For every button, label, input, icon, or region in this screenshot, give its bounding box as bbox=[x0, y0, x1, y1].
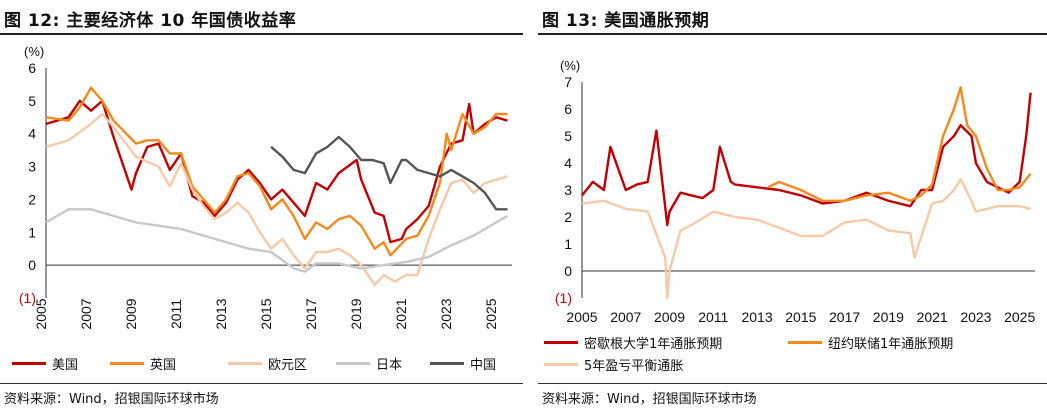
left-chart-plot: (%)6 5 4 3 2 1 0 (1)2005 2007 2009 2011 2013 2015 201… bbox=[19, 44, 512, 330]
x-tick-label: 2017 bbox=[829, 309, 860, 325]
legend-swatch bbox=[430, 362, 464, 365]
right-chart-title: 图 13: 美国通胀预期 bbox=[542, 11, 710, 31]
y-tick-label: 2 bbox=[564, 209, 572, 225]
x-tick-label: 2005 bbox=[566, 309, 597, 325]
left-title-rule bbox=[0, 33, 523, 35]
legend-label: 英国 bbox=[150, 358, 177, 373]
x-tick-label: 2017 bbox=[303, 298, 319, 329]
series-line bbox=[767, 86, 1032, 203]
right-chart-plot: (%)7 6 5 4 3 2 1 0 (1) 2005 2007 2009 2011 2013 2015 20… bbox=[555, 58, 1036, 325]
series-line bbox=[45, 208, 509, 273]
y-tick-label: (1) bbox=[19, 290, 36, 306]
legend-item: 日本 bbox=[336, 354, 402, 373]
x-tick-label: 2011 bbox=[168, 299, 184, 329]
legend-label: 欧元区 bbox=[268, 358, 308, 373]
legend-swatch bbox=[12, 362, 46, 365]
y-tick-label: 0 bbox=[564, 263, 572, 279]
legend-swatch bbox=[228, 362, 262, 365]
x-tick-label: 2015 bbox=[785, 309, 816, 325]
y-tick-label: 7 bbox=[564, 74, 572, 90]
y-tick-label: 6 bbox=[564, 101, 572, 117]
x-tick-label: 2007 bbox=[610, 309, 641, 325]
x-tick-label: 2021 bbox=[917, 309, 948, 325]
legend-swatch bbox=[544, 363, 578, 366]
y-axis-unit: (%) bbox=[24, 44, 44, 59]
x-tick-label: 2013 bbox=[741, 309, 772, 325]
y-tick-label: 3 bbox=[564, 182, 572, 198]
legend-swatch bbox=[788, 341, 822, 344]
x-tick-label: 2007 bbox=[78, 298, 94, 329]
left-source-rule bbox=[0, 383, 523, 384]
legend-swatch bbox=[110, 362, 144, 365]
left-chart-title: 图 12: 主要经济体 10 年国债收益率 bbox=[4, 11, 297, 31]
y-axis-unit: (%) bbox=[560, 58, 580, 73]
y-tick-label: 4 bbox=[564, 155, 572, 171]
right-source-rule bbox=[538, 383, 1047, 384]
y-tick-label: 3 bbox=[28, 159, 36, 175]
x-tick-label: 2015 bbox=[258, 298, 274, 329]
series-line bbox=[581, 177, 1031, 300]
x-tick-label: 2009 bbox=[123, 298, 139, 329]
y-tick-label: 6 bbox=[28, 60, 36, 76]
legend-item: 密歇根大学1年通胀预期 bbox=[544, 333, 722, 352]
y-tick-label: 1 bbox=[28, 224, 36, 240]
y-tick-label: 1 bbox=[564, 236, 572, 252]
legend-item: 美国 bbox=[12, 354, 78, 373]
right-legend: 密歇根大学1年通胀预期 纽约联储1年通胀预期 5年盈亏平衡通胀 bbox=[538, 333, 1047, 377]
right-chart-panel: 图 13: 美国通胀预期 (%) 7 6 5 4 3 2 1 0 (1) 2005 2007 2009 2… bbox=[538, 0, 1047, 415]
y-tick-label: 0 bbox=[28, 257, 36, 273]
x-tick-label: 2025 bbox=[483, 298, 499, 329]
legend-label: 5年盈亏平衡通胀 bbox=[584, 359, 684, 374]
y-tick-label: 5 bbox=[28, 93, 36, 109]
legend-item: 纽约联储1年通胀预期 bbox=[788, 333, 953, 352]
series-line bbox=[45, 99, 508, 244]
left-chart-panel: 图 12: 主要经济体 10 年国债收益率 (%) 6 5 4 3 2 1 0 (1) 2005 2… bbox=[0, 0, 523, 415]
series-line bbox=[581, 92, 1032, 227]
legend-item: 英国 bbox=[110, 354, 176, 373]
x-tick-label: 2023 bbox=[438, 298, 454, 329]
y-tick-label: (1) bbox=[555, 290, 572, 306]
series-line bbox=[45, 112, 508, 287]
legend-label: 美国 bbox=[52, 358, 79, 373]
series-line bbox=[270, 135, 508, 211]
x-tick-label: 2019 bbox=[873, 309, 904, 325]
legend-label: 密歇根大学1年通胀预期 bbox=[584, 337, 723, 352]
left-legend: 美国 英国 欧元区 日本 中国 bbox=[0, 352, 523, 376]
x-tick-label: 2019 bbox=[348, 298, 364, 329]
x-tick-label: 2013 bbox=[213, 298, 229, 329]
legend-item: 中国 bbox=[430, 354, 496, 373]
x-tick-label: 2009 bbox=[654, 309, 685, 325]
legend-label: 中国 bbox=[470, 358, 497, 373]
legend-label: 纽约联储1年通胀预期 bbox=[828, 337, 954, 352]
legend-swatch bbox=[544, 341, 578, 344]
x-tick-label: 2023 bbox=[960, 309, 991, 325]
y-tick-label: 4 bbox=[28, 126, 36, 142]
right-source-note: 资料来源：Wind，招银国际环球市场 bbox=[542, 392, 757, 407]
x-tick-label: 2005 bbox=[33, 298, 49, 329]
series-line bbox=[45, 86, 508, 257]
x-tick-label: 2021 bbox=[393, 298, 409, 329]
legend-item: 欧元区 bbox=[228, 354, 307, 373]
x-tick-label: 2011 bbox=[698, 309, 728, 325]
y-tick-label: 2 bbox=[28, 191, 36, 207]
right-title-rule bbox=[538, 33, 1047, 35]
legend-item: 5年盈亏平衡通胀 bbox=[544, 355, 683, 374]
legend-label: 日本 bbox=[376, 358, 403, 373]
x-tick-label: 2025 bbox=[1004, 309, 1035, 325]
y-tick-label: 5 bbox=[564, 128, 572, 144]
legend-swatch bbox=[336, 362, 370, 365]
left-source-note: 资料来源：Wind，招银国际环球市场 bbox=[4, 392, 219, 407]
